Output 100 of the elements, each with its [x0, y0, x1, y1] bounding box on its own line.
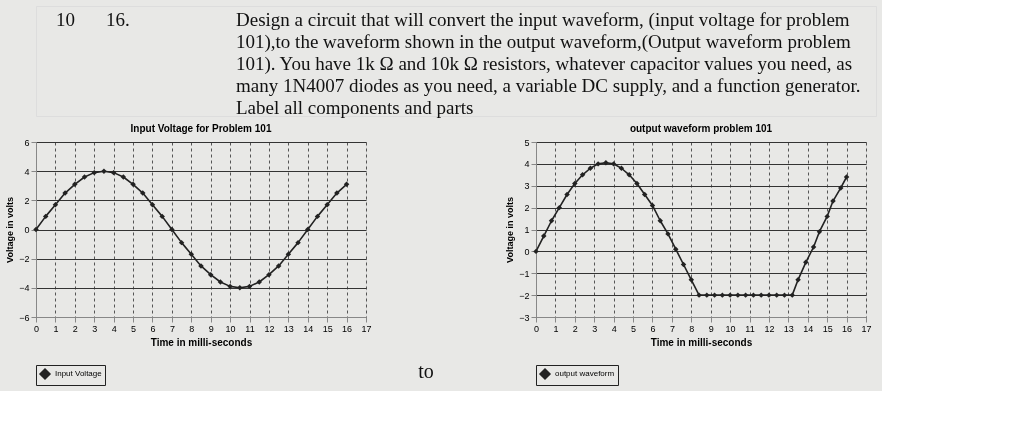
- y-axis-title: Voltage in volts: [5, 197, 16, 263]
- x-tick-label: 17: [861, 323, 872, 334]
- point: [824, 213, 830, 220]
- y-tick-label: −3: [519, 312, 530, 323]
- point: [42, 213, 49, 220]
- point: [789, 292, 795, 298]
- x-tick-label: 8: [189, 323, 195, 334]
- point: [72, 181, 78, 188]
- point: [781, 292, 788, 298]
- x-tick-label: 17: [361, 323, 372, 334]
- point: [130, 181, 136, 188]
- x-tick-label: 4: [111, 323, 117, 334]
- point: [343, 181, 350, 188]
- x-tick-label: 11: [745, 323, 755, 334]
- y-tick-label: −4: [19, 283, 30, 294]
- point: [324, 201, 330, 208]
- point: [556, 204, 563, 211]
- point: [688, 277, 695, 283]
- text: many 1N4007 diodes as you need, a variable DC supply, and a function generator.: [236, 75, 861, 96]
- point: [295, 239, 301, 246]
- point: [548, 218, 555, 224]
- text: Label all components and parts: [236, 97, 474, 118]
- x-axis-title: Time in milli-seconds: [150, 336, 253, 348]
- y-tick-label: −2: [19, 254, 30, 265]
- point: [305, 226, 311, 233]
- legend-label: output waveform: [555, 369, 615, 378]
- y-tick-label: −6: [19, 312, 30, 323]
- text: 10: [56, 9, 75, 30]
- text: 101),to the waveform shown in the output waveform,(Output waveform problem: [236, 31, 851, 53]
- x-axis-title: Time in milli-seconds: [650, 336, 753, 348]
- point: [217, 279, 224, 285]
- point: [758, 292, 764, 298]
- point: [120, 174, 127, 180]
- point: [634, 180, 640, 187]
- y-tick-label: 2: [524, 203, 530, 214]
- x-tick-label: 7: [169, 323, 175, 334]
- x-tick-label: 16: [842, 323, 853, 334]
- chart-title: Input Voltage for Problem 101: [130, 123, 272, 134]
- legend-label: Input Voltage: [55, 369, 103, 378]
- x-tick-label: 16: [342, 323, 353, 334]
- y-tick-label: 0: [24, 225, 30, 235]
- point: [81, 174, 88, 180]
- point: [610, 161, 617, 167]
- y-tick-label: 3: [524, 181, 530, 192]
- point: [843, 174, 850, 180]
- x-tick-label: 9: [708, 323, 714, 334]
- x-tick-label: 5: [131, 323, 137, 334]
- x-tick-label: 10: [225, 323, 236, 334]
- x-tick-label: 11: [245, 323, 255, 334]
- point: [159, 213, 165, 220]
- point: [773, 292, 780, 298]
- point: [285, 251, 292, 258]
- point: [742, 292, 749, 298]
- point: [719, 292, 726, 298]
- x-tick-label: 15: [822, 323, 833, 334]
- y-tick-label: −2: [519, 290, 530, 301]
- x-tick-label: 12: [764, 323, 775, 334]
- x-tick-label: 5: [631, 323, 637, 334]
- point: [52, 201, 59, 208]
- x-tick-label: 2: [72, 323, 78, 334]
- x-tick-label: 14: [803, 323, 814, 334]
- point: [91, 169, 97, 176]
- x-tick-label: 13: [283, 323, 294, 334]
- point: [603, 160, 609, 166]
- point: [572, 180, 578, 187]
- point: [673, 246, 679, 252]
- point: [587, 165, 594, 171]
- y-tick-label: 4: [24, 166, 30, 177]
- x-tick-label: 9: [208, 323, 214, 334]
- x-tick-label: 1: [53, 323, 59, 334]
- y-tick-label: 6: [24, 137, 30, 148]
- point: [140, 190, 146, 196]
- y-tick-label: 2: [24, 195, 30, 206]
- point: [750, 292, 757, 298]
- x-tick-label: 13: [783, 323, 794, 334]
- point: [237, 285, 243, 291]
- point: [227, 283, 233, 290]
- point: [810, 244, 817, 250]
- x-tick-label: 0: [33, 323, 40, 334]
- point: [579, 172, 586, 178]
- x-tick-label: 3: [92, 323, 98, 334]
- point: [618, 165, 625, 171]
- point: [838, 185, 844, 191]
- x-tick-label: 15: [322, 323, 333, 334]
- point: [207, 271, 214, 278]
- point: [711, 292, 718, 298]
- x-tick-label: 8: [689, 323, 695, 334]
- x-tick-label: 2: [572, 323, 578, 334]
- point: [657, 218, 663, 224]
- point: [564, 191, 570, 198]
- y-tick-label: 0: [524, 246, 530, 257]
- point: [266, 271, 272, 278]
- x-tick-label: 14: [303, 323, 314, 334]
- y-tick-label: 1: [524, 225, 530, 235]
- x-tick-label: 12: [264, 323, 275, 334]
- x-tick-label: 1: [553, 323, 559, 334]
- point: [816, 228, 823, 235]
- point: [169, 226, 175, 233]
- text: 16.: [106, 9, 130, 30]
- point: [188, 251, 195, 258]
